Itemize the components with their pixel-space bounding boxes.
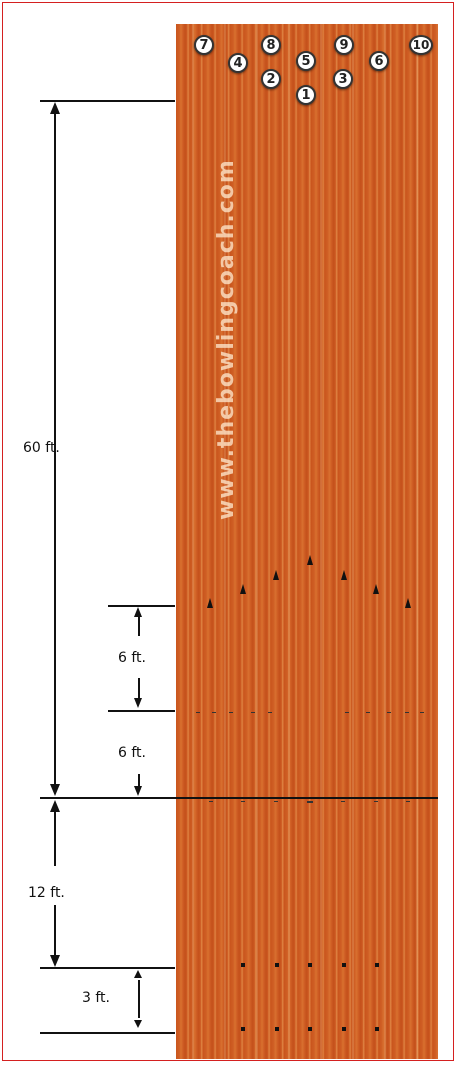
target-arrow [207, 598, 213, 608]
target-arrow [307, 555, 313, 565]
target-arrow [373, 584, 379, 594]
arrow-down-icon [134, 698, 142, 708]
lane-dot [405, 712, 409, 713]
target-arrow [405, 598, 411, 608]
target-arrow [341, 570, 347, 580]
pin-3: 3 [333, 69, 353, 89]
arrow-down-icon [50, 955, 60, 967]
dim-line-approach-upper [40, 967, 175, 969]
label-6ft-upper: 6 ft. [118, 650, 146, 666]
foul-line-dot [241, 801, 245, 802]
foul-line-dot [341, 801, 345, 802]
label-60ft: 60 ft. [23, 440, 60, 456]
lane-dot [212, 712, 216, 713]
arrow-down-icon [50, 784, 60, 796]
approach-dot [241, 1027, 245, 1031]
dim-line-dots [108, 710, 175, 712]
pin-1: 1 [296, 85, 316, 105]
pin-9: 9 [334, 35, 354, 55]
foul-line [40, 797, 438, 799]
approach-dot [342, 1027, 346, 1031]
foul-line-dot [209, 801, 213, 802]
approach-dot [275, 963, 279, 967]
lane-dot [420, 712, 424, 713]
arrow-up-icon [134, 970, 142, 978]
target-arrow [240, 584, 246, 594]
approach-dot [308, 963, 312, 967]
pin-4: 4 [228, 53, 248, 73]
label-6ft-lower: 6 ft. [118, 745, 146, 761]
arrow-up-icon [50, 800, 60, 812]
lane-dot [387, 712, 391, 713]
dim-12ft-line [54, 810, 56, 866]
pin-6: 6 [369, 51, 389, 71]
lane-dot [366, 712, 370, 713]
pin-2: 2 [261, 69, 281, 89]
target-arrow [273, 570, 279, 580]
foul-line-dot [374, 801, 378, 802]
dim-6ft-upper-line [138, 616, 140, 636]
bowling-lane [176, 24, 438, 1059]
approach-dot [241, 963, 245, 967]
label-3ft: 3 ft. [82, 990, 110, 1006]
watermark-text: www.thebowlingcoach.com [214, 159, 239, 520]
pin-10: 10 [409, 35, 433, 55]
lane-dot [196, 712, 200, 713]
foul-line-dot [307, 801, 313, 803]
approach-dot [375, 963, 379, 967]
lane-dot [229, 712, 233, 713]
foul-line-dot [274, 801, 278, 802]
dim-line-head-pin [40, 100, 175, 102]
lane-dot [268, 712, 272, 713]
foul-line-dot [406, 801, 410, 802]
approach-dot [375, 1027, 379, 1031]
pin-5: 5 [296, 51, 316, 71]
label-12ft: 12 ft. [28, 885, 65, 901]
dim-6ft-lower-line [138, 774, 140, 786]
pin-8: 8 [261, 35, 281, 55]
arrow-up-icon [50, 102, 60, 114]
approach-dot [308, 1027, 312, 1031]
pin-7: 7 [194, 35, 214, 55]
dim-line-arrows [108, 605, 175, 607]
dim-line-approach-lower [40, 1032, 175, 1034]
lane-dot [345, 712, 349, 713]
dim-6ft-upper-line [138, 678, 140, 698]
arrow-up-icon [134, 607, 142, 617]
approach-dot [342, 963, 346, 967]
dim-60ft-line [54, 110, 56, 786]
arrow-down-icon [134, 786, 142, 796]
dim-3ft-line [138, 980, 140, 1018]
approach-dot [275, 1027, 279, 1031]
lane-dot [251, 712, 255, 713]
dim-12ft-line [54, 905, 56, 955]
arrow-down-icon [134, 1020, 142, 1028]
